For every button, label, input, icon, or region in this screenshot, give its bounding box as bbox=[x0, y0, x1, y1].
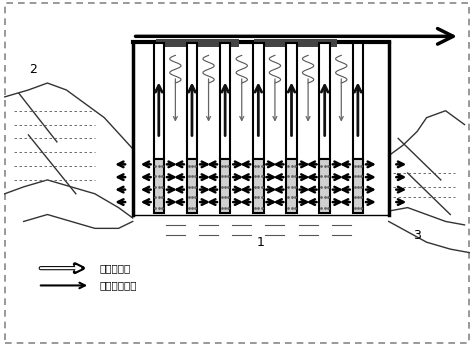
Bar bbox=[187, 43, 197, 159]
Bar bbox=[253, 159, 264, 213]
Bar bbox=[220, 159, 230, 213]
Text: 填埋气路径: 填埋气路径 bbox=[100, 263, 131, 273]
Text: 3: 3 bbox=[413, 229, 421, 242]
Text: 新鲜空气路径: 新鲜空气路径 bbox=[100, 281, 137, 290]
Bar bbox=[154, 159, 164, 213]
Bar bbox=[319, 159, 330, 213]
Bar bbox=[286, 43, 297, 159]
Text: 1: 1 bbox=[257, 236, 264, 249]
Bar bbox=[254, 39, 337, 47]
Bar bbox=[353, 159, 363, 213]
Bar bbox=[319, 43, 330, 159]
Bar bbox=[187, 159, 197, 213]
Bar bbox=[154, 43, 164, 159]
Text: 2: 2 bbox=[29, 63, 37, 76]
Bar bbox=[220, 43, 230, 159]
Bar bbox=[156, 39, 239, 47]
Bar bbox=[353, 43, 363, 159]
Bar bbox=[253, 43, 264, 159]
Bar bbox=[286, 159, 297, 213]
